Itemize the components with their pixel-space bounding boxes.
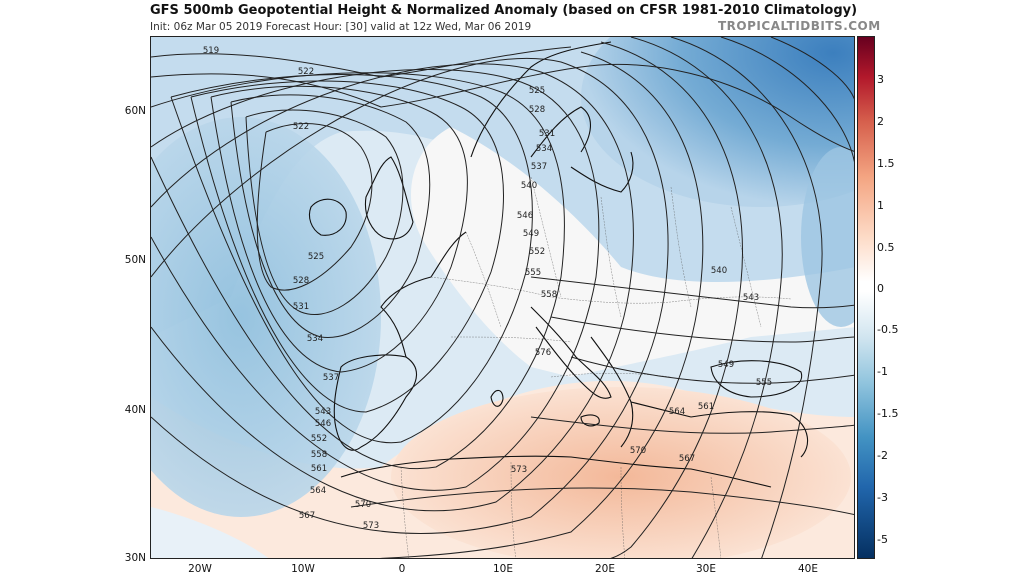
- colorbar-label: -3: [877, 491, 888, 504]
- contour-label: 537: [323, 373, 339, 383]
- colorbar-label: -5: [877, 533, 888, 546]
- contour-label: 558: [311, 450, 327, 460]
- lon-label-20e: 20E: [595, 563, 615, 575]
- contour-label: 573: [363, 521, 379, 531]
- colorbar-label: 3: [877, 73, 884, 86]
- anomaly-colorbar: [857, 36, 875, 559]
- contour-label: 561: [698, 402, 714, 412]
- forecast-info: Init: 06z Mar 05 2019 Forecast Hour: [30…: [150, 21, 532, 33]
- colorbar-label: 0: [877, 282, 884, 295]
- contour-label: 552: [529, 247, 545, 257]
- contour-label: 564: [669, 407, 685, 417]
- lon-label-10e: 10E: [493, 563, 513, 575]
- contour-label: 546: [315, 419, 331, 429]
- contour-label: 567: [679, 454, 695, 464]
- contour-label: 543: [315, 407, 331, 417]
- contour-label: 534: [307, 334, 323, 344]
- contour-label: 570: [630, 446, 646, 456]
- lon-label-30e: 30E: [696, 563, 716, 575]
- contour-label: 567: [299, 511, 315, 521]
- contour-label: 555: [525, 268, 541, 278]
- lat-label-30n: 30N: [124, 552, 146, 564]
- contour-label: 558: [541, 290, 557, 300]
- colorbar-label: 1: [877, 199, 884, 212]
- contour-label: 543: [743, 293, 759, 303]
- contour-label: 537: [531, 162, 547, 172]
- contour-label: 531: [293, 302, 309, 312]
- brand-watermark[interactable]: TROPICALTIDBITS.COM: [718, 19, 881, 33]
- lon-label-0: 0: [398, 563, 406, 575]
- colorbar-label: -2: [877, 449, 888, 462]
- contour-label: 525: [308, 252, 324, 262]
- contour-label: 549: [718, 360, 734, 370]
- colorbar-label: 0.5: [877, 241, 895, 254]
- colorbar-label: 1.5: [877, 157, 895, 170]
- contour-label: 540: [521, 181, 537, 191]
- contour-label: 573: [511, 465, 527, 475]
- contour-label: 528: [293, 276, 309, 286]
- contour-label: 522: [298, 67, 314, 77]
- colorbar-gradient: [858, 37, 874, 558]
- lon-label-40e: 40E: [798, 563, 818, 575]
- contour-label: 531: [539, 129, 555, 139]
- contour-label: 576: [535, 348, 551, 358]
- contour-label: 546: [517, 211, 533, 221]
- lat-label-50n: 50N: [124, 254, 146, 266]
- lat-label-40n: 40N: [124, 404, 146, 416]
- contour-label: 564: [310, 486, 326, 496]
- colorbar-label: -0.5: [877, 323, 899, 336]
- contour-label: 540: [711, 266, 727, 276]
- lon-label-10w: 10W: [291, 563, 315, 575]
- colorbar-label: -1.5: [877, 407, 899, 420]
- contour-label: 534: [536, 144, 552, 154]
- contour-label: 561: [311, 464, 327, 474]
- lon-label-20w: 20W: [188, 563, 212, 575]
- anomaly-map[interactable]: 519 522 522 525 525 528 528 531 531 534 …: [150, 36, 855, 559]
- colorbar-label: -1: [877, 365, 888, 378]
- lat-label-60n: 60N: [124, 105, 146, 117]
- contour-label: 528: [529, 105, 545, 115]
- contour-label: 519: [203, 46, 219, 56]
- contour-label: 549: [523, 229, 539, 239]
- contour-label: 555: [756, 378, 772, 388]
- colorbar-label: 2: [877, 115, 884, 128]
- contour-label: 570: [355, 500, 371, 510]
- map-title: GFS 500mb Geopotential Height & Normaliz…: [150, 3, 858, 18]
- contour-label: 552: [311, 434, 327, 444]
- contour-label: 522: [293, 122, 309, 132]
- contour-label: 525: [529, 86, 545, 96]
